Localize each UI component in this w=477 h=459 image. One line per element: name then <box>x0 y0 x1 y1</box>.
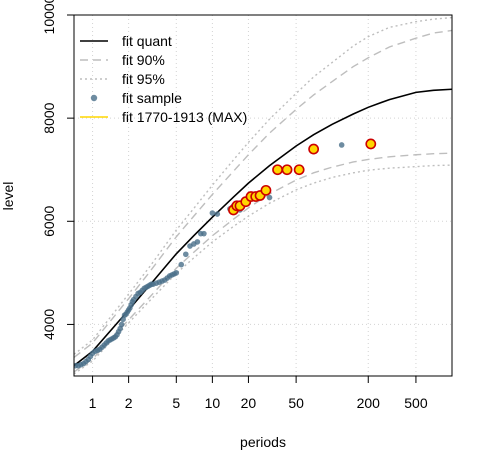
x-tick-label: 20 <box>241 395 257 411</box>
x-tick-label: 2 <box>125 395 133 411</box>
legend-label: fit sample <box>122 90 182 106</box>
x-tick-label: 500 <box>404 395 428 411</box>
y-tick-label: 4000 <box>41 309 57 340</box>
max-point <box>260 184 272 196</box>
curve-p90_upper <box>74 29 452 358</box>
plot-frame <box>73 14 453 377</box>
sample-point <box>266 194 273 201</box>
x-tick-label: 50 <box>288 395 304 411</box>
sample-point <box>173 270 180 276</box>
max-point <box>272 164 283 176</box>
sample-point <box>194 239 201 245</box>
legend-label: fit 95% <box>122 71 165 87</box>
sample-point <box>118 321 125 328</box>
curve-p95_lower <box>74 164 452 375</box>
max-point <box>308 143 320 155</box>
x-tick-label: 5 <box>172 395 180 411</box>
x-axis-label: periods <box>240 434 286 450</box>
x-tick-label: 1 <box>89 395 97 411</box>
max-point <box>293 164 305 176</box>
legend-label: fit 90% <box>122 52 165 68</box>
x-tick-label: 10 <box>205 395 221 411</box>
sample-point <box>178 261 185 268</box>
axis-layer: 1 2 5 10 20 50 200 500 4000 6000 8000 10000 <box>41 0 428 411</box>
y-tick-label: 8000 <box>41 102 57 133</box>
curve-p95_upper <box>74 16 452 355</box>
legend: fit quant fit 90% fit 95% fit sample fit 177… <box>80 33 247 125</box>
y-axis-label: level <box>0 182 16 211</box>
sample-point <box>214 211 221 217</box>
legend-label: fit quant <box>122 33 172 49</box>
point-layer <box>74 138 377 369</box>
max-point <box>365 138 377 150</box>
sample-point <box>201 230 207 237</box>
sample-point <box>209 210 216 216</box>
sample-point <box>338 142 345 148</box>
max-point <box>281 164 293 176</box>
y-tick-label: 6000 <box>41 206 57 237</box>
y-tick-label: 10000 <box>41 0 57 34</box>
x-tick-label: 200 <box>357 395 381 411</box>
sample-point <box>182 251 189 258</box>
legend-label: fit 1770-1913 (MAX) <box>122 109 247 125</box>
legend-swatch-point <box>90 94 98 102</box>
